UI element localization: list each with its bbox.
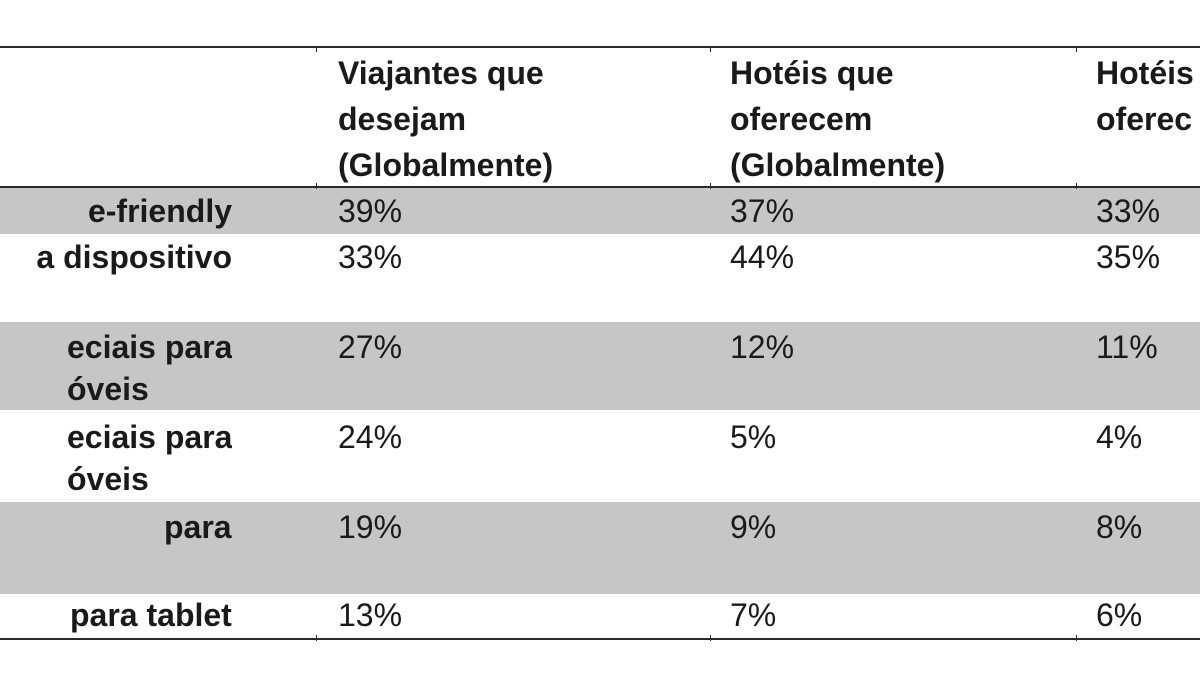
column-tick <box>316 635 317 641</box>
column-tick <box>1076 635 1077 641</box>
row-label: para tablet <box>70 597 232 633</box>
value-hotels-region: 33% <box>1096 193 1161 229</box>
value-hotels-global: 7% <box>730 597 777 633</box>
column-tick <box>1076 46 1077 52</box>
value-travelers: 33% <box>338 239 403 275</box>
value-travelers: 13% <box>338 597 403 633</box>
value-hotels-global: 44% <box>730 239 795 275</box>
column-tick <box>710 635 711 641</box>
value-hotels-region: 11% <box>1096 329 1158 365</box>
header-hotels-offer-region: Hotéis oferec <box>1096 55 1194 137</box>
column-tick <box>710 46 711 52</box>
row-label: e-friendly <box>87 193 232 229</box>
value-hotels-global: 12% <box>730 329 795 365</box>
header-hotels-offer-global: Hotéis que oferecem (Globalmente) <box>730 55 946 183</box>
table-row: eciais para óveis 27% 12% 11% <box>0 322 1200 410</box>
value-travelers: 24% <box>338 419 403 455</box>
table-row: eciais para óveis 24% 5% 4% <box>0 410 1200 502</box>
row-label: eciais para óveis <box>67 329 232 407</box>
value-travelers: 39% <box>338 193 403 229</box>
row-label: eciais para óveis <box>67 419 232 497</box>
column-tick <box>1076 183 1077 189</box>
value-hotels-region: 35% <box>1096 239 1161 275</box>
value-hotels-region: 4% <box>1096 419 1143 455</box>
table-row: e-friendly 39% 37% 33% <box>0 188 1200 234</box>
header-travelers-want: Viajantes que desejam (Globalmente) <box>338 55 554 183</box>
column-tick <box>316 183 317 189</box>
table-row: para 19% 9% 8% <box>0 502 1200 594</box>
row-label: para <box>164 509 232 545</box>
value-hotels-global: 5% <box>730 419 777 455</box>
column-tick <box>316 46 317 52</box>
header-bottom-border <box>0 186 1200 188</box>
column-tick <box>710 183 711 189</box>
row-label: a dispositivo <box>36 239 232 275</box>
value-travelers: 19% <box>338 509 403 545</box>
table-row: para tablet 13% 7% 6% <box>0 594 1200 638</box>
table-row: a dispositivo 33% 44% 35% <box>0 234 1200 322</box>
value-travelers: 27% <box>338 329 403 365</box>
value-hotels-global: 37% <box>730 193 795 229</box>
value-hotels-region: 6% <box>1096 597 1143 633</box>
value-hotels-region: 8% <box>1096 509 1143 545</box>
value-hotels-global: 9% <box>730 509 777 545</box>
table-bottom-border <box>0 638 1200 640</box>
table-top-border <box>0 46 1200 48</box>
